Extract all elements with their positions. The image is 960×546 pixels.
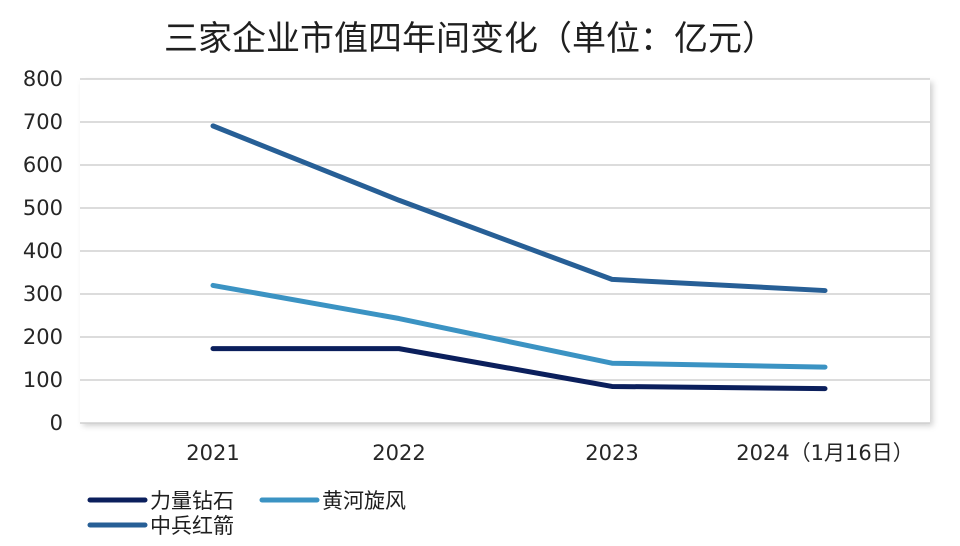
y-tick-label: 100: [23, 368, 63, 392]
gridlines: [80, 78, 930, 424]
chart-title: 三家企业市值四年间变化（单位：亿元）: [164, 19, 776, 59]
x-tick-label: 2021: [186, 441, 239, 465]
y-tick-label: 600: [23, 153, 63, 177]
x-tick-label: 2024（1月16日）: [736, 441, 914, 465]
legend-label: 中兵红箭: [150, 514, 234, 538]
y-tick-label: 500: [23, 196, 63, 220]
series-line-2: [210, 282, 828, 370]
legend-label: 力量钻石: [150, 489, 234, 513]
y-tick-label: 400: [23, 239, 63, 263]
y-tick-label: 0: [50, 411, 63, 435]
y-tick-label: 700: [23, 110, 63, 134]
y-tick-label: 300: [23, 282, 63, 306]
y-axis-ticks: 0 100 200 300 400 500 600 700 800: [23, 67, 63, 435]
series-line-3: [210, 123, 828, 294]
series-lines: [210, 123, 828, 392]
y-tick-label: 800: [23, 67, 63, 91]
x-tick-label: 2022: [372, 441, 425, 465]
legend-label: 黄河旋风: [322, 489, 406, 513]
x-axis-ticks: 2021 2022 2023 2024（1月16日）: [186, 441, 913, 465]
y-tick-label: 200: [23, 325, 63, 349]
series-line-1: [210, 346, 828, 392]
x-tick-label: 2023: [585, 441, 638, 465]
